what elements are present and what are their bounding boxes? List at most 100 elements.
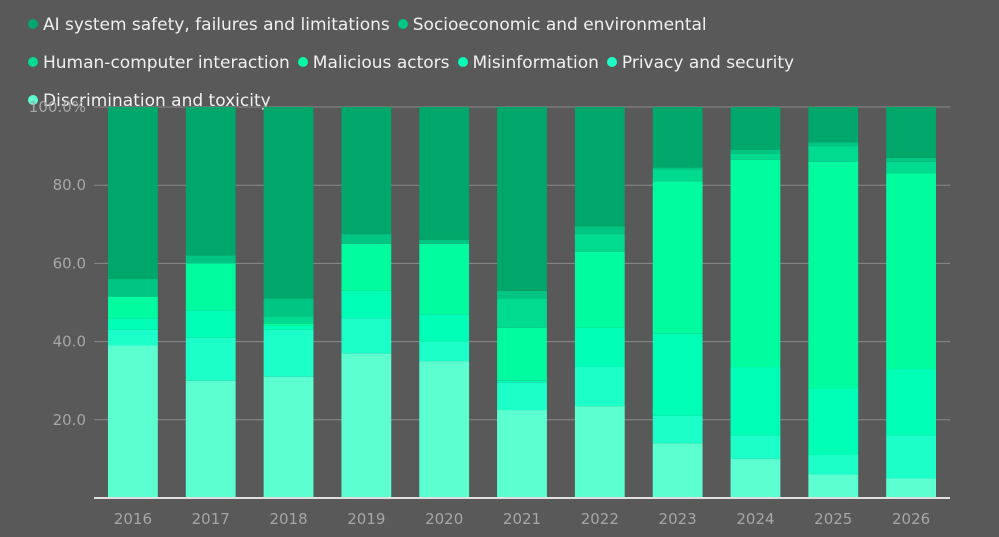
bar-segment — [263, 376, 314, 498]
y-tick-label: 80.0 — [53, 176, 86, 194]
legend-label: Discrimination and toxicity — [43, 91, 271, 111]
bar-segment — [341, 234, 392, 244]
bar-segment — [419, 341, 470, 362]
bar-segment — [730, 367, 781, 436]
bar-segment — [263, 107, 314, 299]
bar-segment — [419, 361, 470, 498]
bar-segment — [574, 234, 625, 252]
legend-swatch — [397, 19, 408, 29]
legend-swatch — [28, 95, 38, 105]
bar-segment — [574, 107, 625, 227]
bar-segment — [263, 316, 314, 325]
bar-segment — [730, 458, 781, 498]
x-tick-label: 2017 — [192, 510, 230, 528]
bar-segment — [419, 107, 470, 240]
y-tick-label: 60.0 — [53, 254, 86, 272]
bar-segment — [886, 478, 936, 498]
legend-swatch — [297, 57, 308, 67]
bar-segment — [108, 296, 158, 319]
bar-segment — [263, 298, 314, 317]
legend-label: Human-computer interaction — [43, 53, 290, 73]
legend-item: Human-computer interaction — [28, 44, 290, 82]
bar-segment — [886, 107, 936, 158]
legend-label: Misinformation — [472, 53, 599, 73]
bar-segment — [652, 333, 703, 416]
legend-swatch — [28, 57, 38, 67]
x-tick-label: 2019 — [347, 510, 385, 528]
bar-segment — [808, 142, 859, 147]
bar-segment — [263, 324, 314, 326]
legend-item: Privacy and security — [606, 44, 794, 82]
bar-segment — [652, 167, 703, 170]
bar-segment — [652, 181, 703, 334]
bar-segment — [185, 310, 236, 338]
bar-segment — [886, 368, 936, 436]
legend-item: Misinformation — [457, 44, 599, 82]
bar-segment — [730, 159, 781, 368]
bar-segment — [808, 454, 859, 475]
y-tick-label: 100.0% — [29, 98, 86, 116]
bar-segment — [652, 107, 703, 168]
legend-item: Malicious actors — [297, 44, 450, 82]
bar-segment — [808, 107, 859, 143]
legend-label: Malicious actors — [312, 53, 450, 73]
bars: 2016 2017 2018 2019 2020 2021 2022 2023 2024 2025… — [108, 107, 936, 528]
bar-segment — [730, 150, 781, 154]
bar-segment — [497, 107, 547, 291]
bar-segment — [886, 161, 936, 174]
bar-segment — [419, 239, 470, 244]
bar-segment — [652, 415, 703, 444]
bar-segment — [341, 290, 392, 319]
bar-segment — [419, 243, 470, 315]
legend-swatch — [457, 57, 468, 67]
x-tick-label: 2021 — [503, 510, 541, 528]
bar-segment — [730, 435, 781, 459]
x-tick-label: 2018 — [269, 510, 307, 528]
legend-label: Socioeconomic and environmental — [412, 15, 707, 35]
x-tick-label: 2020 — [425, 510, 463, 528]
bar-segment — [808, 161, 859, 389]
bar-segment — [574, 367, 625, 407]
bar-segment — [808, 474, 859, 498]
bar-segment — [652, 169, 703, 182]
bar-segment — [497, 380, 547, 383]
bar-segment — [108, 345, 158, 498]
x-tick-label: 2024 — [736, 510, 774, 528]
bar-segment — [886, 157, 936, 162]
bar-segment — [808, 146, 859, 162]
bar-segment — [341, 353, 392, 498]
x-tick-label: 2016 — [114, 510, 152, 528]
bar-segment — [341, 243, 392, 291]
bar-segment — [263, 329, 314, 377]
legend-item: Socioeconomic and environmental — [397, 6, 707, 44]
bar-segment — [497, 410, 547, 498]
bar-segment — [574, 251, 625, 328]
legend-item: AI system safety, failures and limitatio… — [28, 6, 390, 44]
bar-segment — [886, 435, 936, 479]
legend-swatch — [28, 19, 38, 29]
y-tick-label: 40.0 — [53, 333, 86, 351]
bar-segment — [108, 279, 158, 297]
bar-segment — [185, 255, 236, 264]
bar-segment — [108, 329, 158, 346]
bar-segment — [185, 107, 236, 256]
bar-segment — [341, 318, 392, 354]
bar-segment — [108, 318, 158, 330]
bar-segment — [808, 388, 859, 455]
bar-segment — [652, 443, 703, 498]
legend-label: AI system safety, failures and limitatio… — [43, 15, 390, 35]
bar-segment — [886, 173, 936, 369]
bar-segment — [574, 226, 625, 235]
x-tick-label: 2023 — [659, 510, 697, 528]
bar-segment — [497, 290, 547, 299]
bar-segment — [419, 314, 470, 342]
legend-item: Discrimination and toxicity — [28, 82, 271, 120]
bar-segment — [497, 298, 547, 328]
bar-segment — [574, 327, 625, 368]
bar-segment — [497, 327, 547, 381]
chart-legend: AI system safety, failures and limitatio… — [28, 6, 958, 120]
bar-segment — [185, 337, 236, 381]
bar-segment — [263, 325, 314, 330]
bar-segment — [574, 406, 625, 498]
